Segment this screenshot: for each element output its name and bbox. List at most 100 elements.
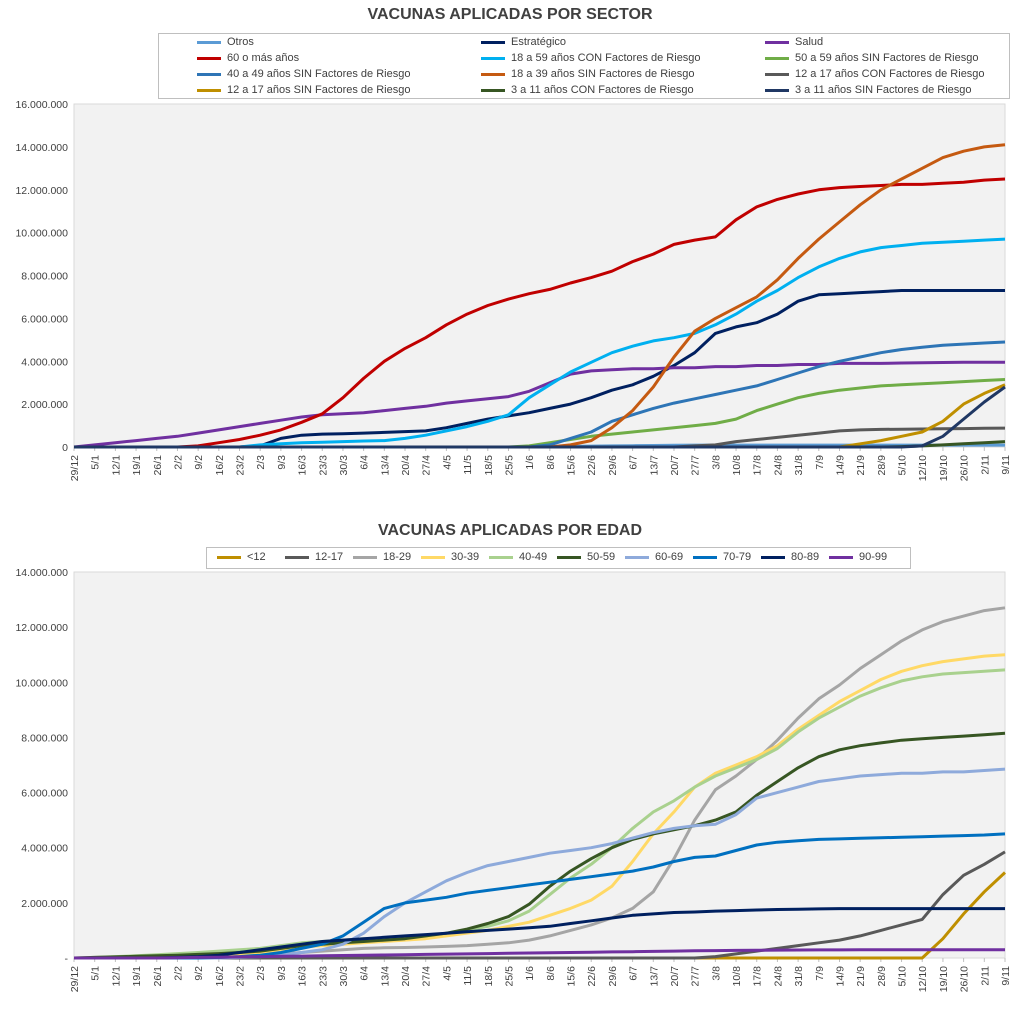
x-tick-label: 31/8 (793, 455, 805, 476)
chart-age-panel: VACUNAS APLICADAS POR EDAD <12 12-17 18-29… (0, 516, 1020, 1025)
chart-age-plot: - 2.000.000 4.000.000 6.000.000 8.000.000 10.… (15, 567, 1012, 992)
x-tick-label: 2/3 (255, 966, 267, 981)
x-tick-label: 23/3 (317, 966, 329, 987)
legend-label: 50-59 (587, 551, 616, 563)
series-line (74, 907, 1005, 960)
legend-swatch (765, 57, 789, 60)
x-tick-label: 20/7 (669, 455, 681, 476)
x-tick-label: 27/7 (690, 966, 702, 987)
x-tick-label: 5/10 (897, 455, 909, 476)
x-tick-label: 21/9 (855, 455, 867, 476)
x-tick-label: 8/6 (545, 455, 557, 470)
x-tick-label: 26/1 (152, 455, 164, 476)
x-tick-label: 7/9 (814, 455, 826, 470)
x-tick-label: 26/1 (152, 966, 164, 987)
legend-label: 60-69 (655, 551, 684, 563)
y-tick-label: 14.000.000 (15, 142, 68, 154)
legend-swatch (761, 556, 785, 559)
x-tick-label: 29/6 (607, 966, 619, 987)
legend-swatch (217, 556, 241, 559)
legend-label: 60 o más años (227, 52, 300, 64)
legend-label: 3 a 11 años CON Factores de Riesgo (511, 84, 694, 96)
chart-legend: Otros Estratégico Salud 60 o más años 18 a 5… (158, 33, 1010, 99)
x-tick-label: 15/6 (566, 966, 578, 987)
x-tick-label: 2/3 (255, 455, 267, 470)
legend-swatch (765, 89, 789, 92)
y-tick-label: 10.000.000 (15, 677, 68, 689)
x-tick-label: 6/4 (359, 966, 371, 981)
chart-sector-plot: 0 2.000.000 4.000.000 6.000.000 8.000.000 10.… (15, 99, 1012, 481)
series-line (74, 385, 1006, 449)
x-tick-label: 1/6 (524, 455, 536, 470)
legend-swatch (421, 556, 445, 559)
legend-swatch (625, 556, 649, 559)
x-tick-label: 8/6 (545, 966, 557, 981)
legend-label: 12 a 17 años SIN Factores de Riesgo (227, 84, 411, 96)
x-tick-label: 19/1 (131, 455, 143, 476)
chart-sector-panel: VACUNAS APLICADAS POR SECTOR Otros Estrat… (0, 0, 1020, 512)
legend-label: 18 a 39 años SIN Factores de Riesgo (511, 68, 695, 80)
x-tick-label: 11/5 (462, 966, 474, 986)
x-tick-label: 10/8 (731, 455, 743, 476)
legend-swatch (557, 556, 581, 559)
y-tick-label: - (65, 953, 69, 965)
x-tick-label: 5/1 (90, 966, 102, 981)
y-tick-label: 16.000.000 (15, 99, 68, 111)
x-tick-label: 26/10 (959, 455, 971, 481)
x-tick-label: 6/7 (628, 455, 640, 470)
x-tick-label: 21/9 (855, 966, 867, 987)
x-tick-label: 13/4 (379, 966, 391, 987)
series-line (73, 360, 1005, 449)
x-tick-label: 29/12 (69, 455, 81, 481)
legend-label: 18-29 (383, 551, 412, 563)
x-tick-label: 13/7 (648, 966, 660, 987)
chart-legend: <12 12-17 18-29 30-39 40-49 50-59 60-69 70-79 80… (206, 547, 911, 569)
x-tick-label: 30/3 (338, 455, 350, 476)
x-tick-label: 6/4 (359, 455, 371, 470)
plot-area (73, 571, 1006, 959)
legend-swatch (765, 73, 789, 76)
legend-swatch (693, 556, 717, 559)
x-tick-label: 27/4 (421, 455, 433, 476)
x-tick-label: 7/9 (814, 966, 826, 981)
x-tick-label: 28/9 (876, 455, 888, 476)
x-tick-label: 19/10 (938, 966, 950, 992)
x-tick-label: 6/7 (628, 966, 640, 981)
x-tick-label: 30/3 (338, 966, 350, 987)
x-tick-label: 9/2 (193, 966, 205, 981)
x-tick-label: 22/6 (586, 455, 598, 476)
y-tick-label: 10.000.000 (15, 228, 68, 240)
legend-label: 40 a 49 años SIN Factores de Riesgo (227, 68, 411, 80)
x-tick-label: 9/3 (276, 966, 288, 981)
legend-label: 12-17 (315, 551, 344, 563)
y-tick-label: 12.000.000 (15, 622, 68, 634)
series-line (74, 177, 1006, 449)
legend-label: 40-49 (519, 551, 548, 563)
x-tick-label: 3/8 (710, 455, 722, 470)
y-tick-label: 8.000.000 (21, 271, 68, 283)
x-tick-label: 9/11 (1000, 455, 1012, 475)
legend-swatch (489, 556, 513, 559)
x-tick-label: 10/8 (731, 966, 743, 987)
x-tick-label: 20/7 (669, 966, 681, 987)
legend-label: 3 a 11 años SIN Factores de Riesgo (795, 84, 972, 96)
x-tick-label: 16/2 (214, 455, 226, 476)
y-tick-label: 14.000.000 (15, 567, 68, 579)
y-tick-label: 0 (62, 442, 68, 454)
x-tick-label: 12/1 (110, 966, 122, 987)
x-tick-label: 15/6 (566, 455, 578, 476)
plot-area (73, 103, 1006, 448)
legend-swatch (197, 57, 221, 60)
y-tick-label: 6.000.000 (21, 788, 68, 800)
y-tick-label: 4.000.000 (21, 356, 68, 368)
x-tick-label: 24/8 (772, 966, 784, 987)
x-tick-label: 2/11 (979, 455, 991, 475)
x-tick-label: 28/9 (876, 966, 888, 987)
legend-label: 50 a 59 años SIN Factores de Riesgo (795, 52, 979, 64)
y-tick-label: 8.000.000 (21, 732, 68, 744)
x-tick-label: 14/9 (834, 966, 846, 987)
x-tick-label: 16/3 (297, 966, 309, 987)
legend-label: 30-39 (451, 551, 480, 563)
x-tick-label: 31/8 (793, 966, 805, 987)
x-tick-label: 3/8 (710, 966, 722, 981)
